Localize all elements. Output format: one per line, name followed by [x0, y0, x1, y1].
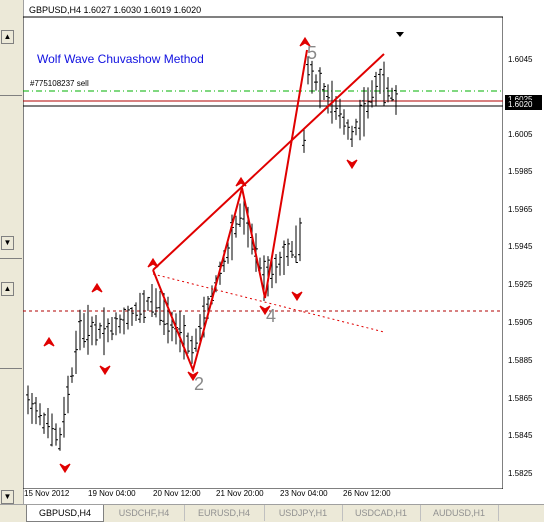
panel-divider	[0, 95, 22, 96]
fractal-down-icon	[99, 365, 111, 376]
fractal-up-icon	[43, 336, 55, 347]
shift-marker-icon[interactable]	[396, 32, 404, 37]
time-tick: 15 Nov 2012	[24, 489, 70, 498]
price-tick: 1.6045	[508, 55, 533, 64]
order-label: #775108237 sell	[30, 79, 89, 88]
price-tick: 1.5945	[508, 242, 533, 251]
chart-frame	[23, 16, 503, 489]
fractal-down-icon	[187, 371, 199, 382]
scroll-up-icon[interactable]: ▲	[1, 282, 14, 296]
fractal-up-icon	[235, 176, 247, 187]
price-bars	[26, 56, 398, 451]
tab-gbpusd-h4[interactable]: GBPUSD,H4	[26, 505, 104, 522]
price-axis[interactable]	[503, 0, 544, 489]
time-tick: 19 Nov 04:00	[88, 489, 136, 498]
chart-title: Wolf Wave Chuvashow Method	[37, 52, 204, 66]
scroll-down-icon[interactable]: ▼	[1, 236, 14, 250]
symbol-info: GBPUSD,H4 1.6027 1.6030 1.6019 1.6020	[29, 5, 202, 15]
fractal-down-icon	[291, 291, 303, 302]
price-tick: 1.5985	[508, 167, 533, 176]
current-price-tag: 1.6020	[505, 100, 542, 110]
price-tick: 1.5965	[508, 205, 533, 214]
price-chart[interactable]	[23, 0, 503, 489]
time-tick: 23 Nov 04:00	[280, 489, 328, 498]
fractal-down-icon	[59, 463, 71, 474]
left-panel: ▲ ▼ ▲ ▼	[0, 0, 24, 504]
fractal-up-icon	[91, 282, 103, 293]
price-tick: 1.5845	[508, 431, 533, 440]
price-tick: 1.5925	[508, 280, 533, 289]
fractal-up-icon	[299, 36, 311, 47]
fractal-arrows	[43, 36, 358, 474]
panel-divider	[0, 368, 22, 369]
wave-label-4: 4	[266, 306, 277, 326]
price-tick: 1.6005	[508, 130, 533, 139]
wave-label-5: 5	[307, 43, 318, 63]
tab-usdjpy-h1[interactable]: USDJPY,H1	[264, 505, 343, 521]
tab-audusd-h1[interactable]: AUDUSD,H1	[420, 505, 499, 521]
price-tick: 1.5905	[508, 318, 533, 327]
tab-eurusd-h4[interactable]: EURUSD,H4	[184, 505, 265, 521]
panel-divider	[0, 258, 22, 259]
fractal-down-icon	[346, 159, 358, 170]
target-line[interactable]	[152, 53, 385, 271]
wave-label-2: 2	[194, 374, 205, 394]
price-tick: 1.5865	[508, 394, 533, 403]
scroll-down-icon[interactable]: ▼	[1, 490, 14, 504]
time-tick: 26 Nov 12:00	[343, 489, 391, 498]
fractal-down-icon	[259, 305, 271, 316]
price-tick: 1.5885	[508, 356, 533, 365]
chart-tab-bar: GBPUSD,H4 USDCHF,H4 EURUSD,H4 USDJPY,H1 …	[0, 504, 544, 522]
tab-usdchf-h4[interactable]: USDCHF,H4	[104, 505, 185, 521]
scroll-up-icon[interactable]: ▲	[1, 30, 14, 44]
fractal-up-icon	[147, 257, 159, 268]
price-tick: 1.5825	[508, 469, 533, 478]
time-tick: 20 Nov 12:00	[153, 489, 201, 498]
time-tick: 21 Nov 20:00	[216, 489, 264, 498]
tab-usdcad-h1[interactable]: USDCAD,H1	[342, 505, 421, 521]
